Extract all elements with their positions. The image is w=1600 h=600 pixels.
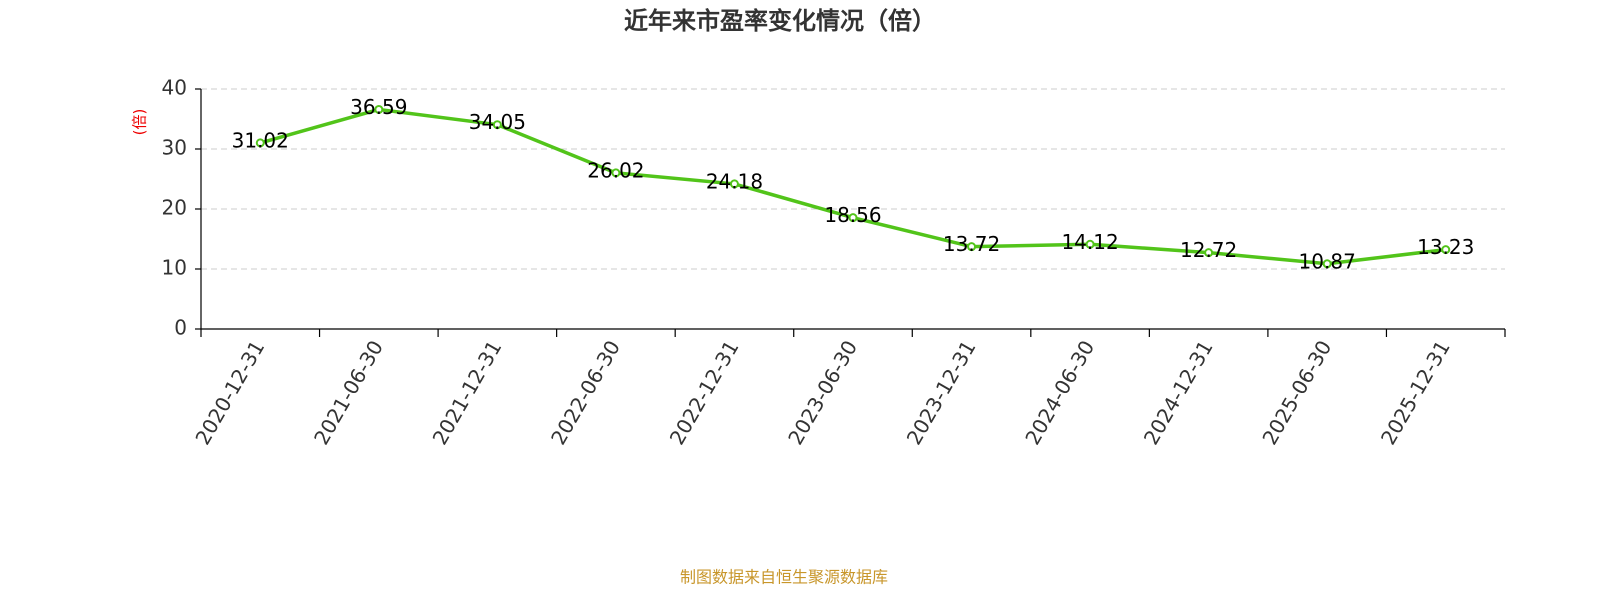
- y-tick-label: 40: [162, 76, 187, 100]
- y-tick-label: 0: [174, 316, 187, 340]
- data-label: 10.87: [1299, 249, 1356, 273]
- data-label: 14.12: [1061, 230, 1118, 254]
- x-tick-label: 2024-12-31: [1139, 336, 1218, 449]
- data-label: 12.72: [1180, 238, 1237, 262]
- data-point: [255, 138, 265, 148]
- data-label: 13.23: [1417, 235, 1474, 259]
- data-point: [611, 168, 621, 178]
- data-point: [729, 179, 739, 189]
- data-label: 36.59: [350, 95, 407, 119]
- x-tick-label: 2024-06-30: [1020, 336, 1099, 449]
- data-point: [967, 242, 977, 252]
- data-point: [492, 120, 502, 130]
- x-tick-label: 2025-12-31: [1376, 336, 1455, 449]
- x-tick-label: 2021-12-31: [428, 336, 507, 449]
- source-note: 制图数据来自恒生聚源数据库: [680, 568, 888, 587]
- data-label: 26.02: [587, 158, 644, 182]
- data-point: [1322, 259, 1332, 269]
- data-point: [1085, 239, 1095, 249]
- x-tick-label: 2022-06-30: [546, 336, 625, 449]
- data-label: 34.05: [469, 110, 526, 134]
- data-label: 31.02: [232, 128, 289, 152]
- y-axis-label: (倍): [131, 109, 149, 136]
- data-line: [259, 107, 1446, 266]
- y-tick-label: 10: [162, 256, 187, 280]
- x-tick-label: 2021-06-30: [309, 336, 388, 449]
- data-point: [1204, 248, 1214, 258]
- x-tick-label: 2023-06-30: [783, 336, 862, 449]
- data-point: [848, 213, 858, 223]
- data-point: [1441, 245, 1451, 255]
- x-tick-label: 2022-12-31: [665, 336, 744, 449]
- x-tick-label: 2025-06-30: [1257, 336, 1336, 449]
- data-label: 18.56: [824, 203, 881, 227]
- data-label: 13.72: [943, 232, 1000, 256]
- y-tick-label: 30: [162, 136, 187, 160]
- y-tick-label: 20: [162, 196, 187, 220]
- x-tick-label: 2023-12-31: [902, 336, 981, 449]
- x-tick-label: 2020-12-31: [190, 336, 269, 449]
- data-label: 24.18: [706, 169, 763, 193]
- chart-title: 近年来市盈率变化情况（倍）: [624, 7, 936, 35]
- data-point: [374, 104, 384, 114]
